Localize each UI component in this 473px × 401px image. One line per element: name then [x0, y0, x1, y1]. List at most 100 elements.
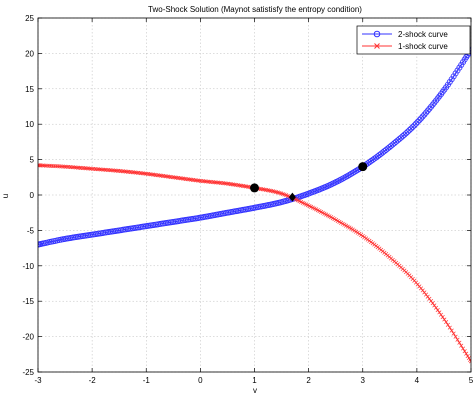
data-point	[142, 171, 147, 176]
data-point	[225, 181, 230, 186]
data-point	[114, 168, 119, 173]
data-point	[428, 103, 435, 110]
data-point	[424, 107, 431, 114]
data-point	[104, 167, 109, 172]
data-point	[177, 176, 182, 181]
data-point	[147, 172, 152, 177]
data-point	[180, 176, 185, 181]
data-point	[408, 125, 415, 132]
data-point	[440, 315, 445, 320]
data-point	[451, 331, 456, 336]
data-point	[132, 170, 137, 175]
data-point	[426, 105, 433, 112]
data-point	[89, 166, 94, 171]
x-tick-label: -2	[89, 376, 97, 385]
data-point	[192, 178, 197, 183]
legend-label-2-shock: 2-shock curve	[398, 30, 448, 39]
y-tick-label: -5	[27, 226, 35, 235]
data-point	[449, 328, 454, 333]
data-point	[65, 164, 71, 169]
intersection-marker	[288, 192, 296, 202]
data-point	[77, 165, 82, 170]
data-point	[215, 180, 220, 185]
data-point	[100, 167, 105, 172]
data-point	[62, 164, 67, 169]
data-point	[82, 166, 87, 171]
chart-title: Two-Shock Solution (Maynot satistisfy th…	[148, 5, 362, 14]
y-tick-label: -25	[22, 368, 34, 377]
data-point	[155, 173, 160, 178]
data-point	[227, 181, 232, 186]
data-point	[444, 320, 449, 325]
y-tick-label: 25	[25, 14, 34, 23]
data-point	[92, 166, 97, 172]
x-tick-label: -1	[143, 376, 151, 385]
data-point	[419, 113, 426, 120]
x-tick-label: 4	[415, 376, 420, 385]
data-point	[160, 173, 165, 178]
data-point	[170, 175, 175, 180]
data-point	[202, 179, 207, 184]
data-point	[399, 133, 406, 140]
data-point	[210, 180, 215, 185]
data-point	[222, 181, 227, 186]
x-tick-label: 3	[361, 376, 366, 385]
data-point	[447, 325, 452, 330]
data-point	[129, 170, 134, 175]
data-point	[67, 164, 72, 170]
legend-item-2-shock: 2-shock curve	[362, 30, 448, 39]
data-point	[149, 172, 154, 177]
data-point	[437, 310, 442, 315]
data-point	[79, 165, 84, 170]
x-axis-label: v	[253, 386, 257, 395]
data-point	[110, 168, 115, 173]
highlight-points	[250, 162, 368, 202]
y-tick-label: 15	[25, 85, 34, 94]
data-point	[152, 172, 157, 177]
data-point	[411, 122, 418, 129]
data-point	[127, 169, 132, 174]
data-point	[353, 167, 360, 174]
data-point	[433, 305, 439, 310]
data-point	[122, 169, 127, 174]
data-point	[468, 359, 471, 364]
data-point	[453, 334, 458, 339]
data-point	[445, 322, 450, 327]
data-point	[197, 178, 202, 183]
data-point	[165, 174, 170, 179]
y-tick-label: -10	[22, 262, 34, 271]
data-point	[145, 171, 150, 177]
data-point	[182, 176, 187, 181]
data-point	[140, 171, 145, 176]
data-point	[466, 356, 471, 361]
data-point	[459, 343, 464, 348]
data-point	[184, 176, 189, 182]
data-point	[421, 111, 428, 118]
data-point	[179, 176, 184, 181]
data-point	[432, 303, 437, 308]
plot-frame	[37, 17, 472, 373]
data-point	[169, 174, 174, 180]
y-axis-label: u	[1, 194, 10, 198]
legend-circle-icon	[373, 30, 381, 38]
data-point	[409, 123, 416, 130]
data-point	[124, 169, 129, 174]
data-point	[220, 181, 225, 186]
data-point	[105, 167, 110, 173]
data-point	[423, 109, 430, 116]
x-tick-label: 0	[198, 376, 203, 385]
data-point	[189, 177, 194, 182]
data-point	[190, 177, 195, 182]
data-point	[187, 177, 192, 182]
data-point	[102, 167, 107, 172]
data-point	[99, 167, 104, 172]
data-point	[438, 312, 444, 317]
data-point	[40, 163, 45, 168]
data-point	[162, 174, 167, 179]
series-2-shock-curve	[38, 46, 471, 248]
data-point	[134, 170, 139, 175]
y-tick-label: -20	[22, 333, 34, 342]
data-point	[406, 127, 413, 134]
data-point	[107, 168, 112, 173]
